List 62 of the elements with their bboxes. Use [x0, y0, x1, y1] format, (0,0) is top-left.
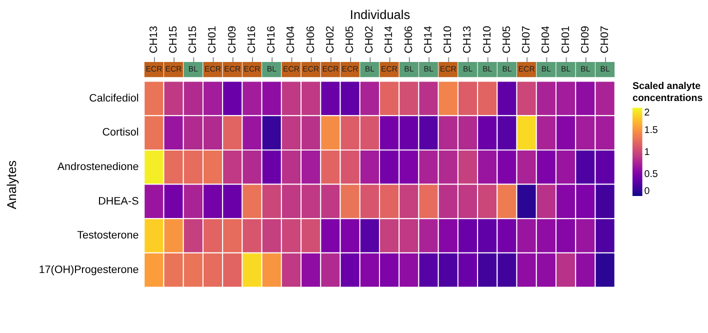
x-tick-label: CH06: [304, 26, 317, 54]
x-tick-label: CH07: [598, 26, 611, 54]
text: BL: [541, 64, 551, 74]
x-tick-label: CH10: [481, 26, 494, 54]
x-tick-label: CH01: [206, 26, 219, 54]
y-tick-label: Cortisol: [102, 126, 139, 139]
x-axis-title: Individuals: [350, 6, 410, 22]
x-tick-label: CH09: [226, 26, 238, 54]
x-tick-label: CH16: [266, 26, 278, 54]
y-tick-label: 17(OH)Progesterone: [38, 264, 139, 276]
text: ECR: [322, 64, 339, 74]
text: BL: [424, 64, 434, 74]
color-bar-label: 0: [644, 186, 650, 198]
text: ECR: [204, 64, 222, 74]
text: ECR: [518, 64, 535, 74]
x-tick-label: CH13: [148, 26, 160, 54]
text: BL: [188, 64, 198, 74]
color-bar-label: 2: [644, 108, 650, 119]
x-tick-label: CH13: [462, 26, 474, 54]
text: ECR: [224, 64, 241, 74]
text: ECR: [302, 64, 320, 74]
text: ECR: [244, 64, 260, 74]
x-tick-label: CH04: [285, 26, 298, 54]
color-bar-label: 0.5: [644, 168, 658, 180]
text: BL: [462, 64, 473, 74]
text: BL: [580, 64, 590, 74]
y-tick-label: Androstenedione: [57, 161, 139, 174]
y-tick-label: Testosterone: [77, 230, 139, 242]
text: BL: [600, 64, 610, 74]
text: BL: [404, 64, 414, 74]
x-tick-label: CH02: [364, 26, 376, 54]
x-tick-label: CH16: [246, 26, 258, 54]
x-tick-label: CH04: [540, 26, 552, 54]
text: BL: [482, 64, 492, 74]
x-tick-label: CH09: [579, 26, 592, 54]
x-tick-label: CH05: [344, 26, 356, 54]
x-tick-label: CH01: [560, 26, 572, 54]
text: BL: [364, 64, 374, 74]
x-tick-label: CH14: [383, 26, 396, 54]
x-tick-label: CH05: [500, 26, 513, 54]
y-tick-label: Calcifediol: [89, 92, 139, 104]
color-bar-label: 1.5: [644, 124, 658, 136]
text: ECR: [146, 64, 162, 74]
x-tick-label: CH15: [168, 26, 180, 54]
color-bar-label: 1: [644, 146, 650, 158]
text: ECR: [165, 64, 182, 74]
x-tick-label: CH02: [324, 26, 336, 54]
text: ECR: [381, 64, 398, 74]
x-tick-label: CH14: [422, 26, 434, 54]
x-tick-label: CH10: [442, 26, 454, 54]
text: BL: [561, 64, 571, 74]
text: BL: [266, 64, 276, 74]
x-tick-label: CH15: [187, 26, 200, 54]
y-axis-title: Analytes: [4, 160, 20, 210]
x-tick-label: CH07: [520, 26, 533, 54]
text: ECR: [440, 64, 456, 74]
text: ECR: [342, 64, 358, 74]
x-tick-label: CH06: [402, 26, 415, 54]
color-bar-title: Scaled analyte concentrations: [632, 81, 704, 104]
text: BL: [502, 64, 512, 74]
y-tick-label: DHEA-S: [98, 195, 139, 208]
text: ECR: [282, 64, 300, 74]
